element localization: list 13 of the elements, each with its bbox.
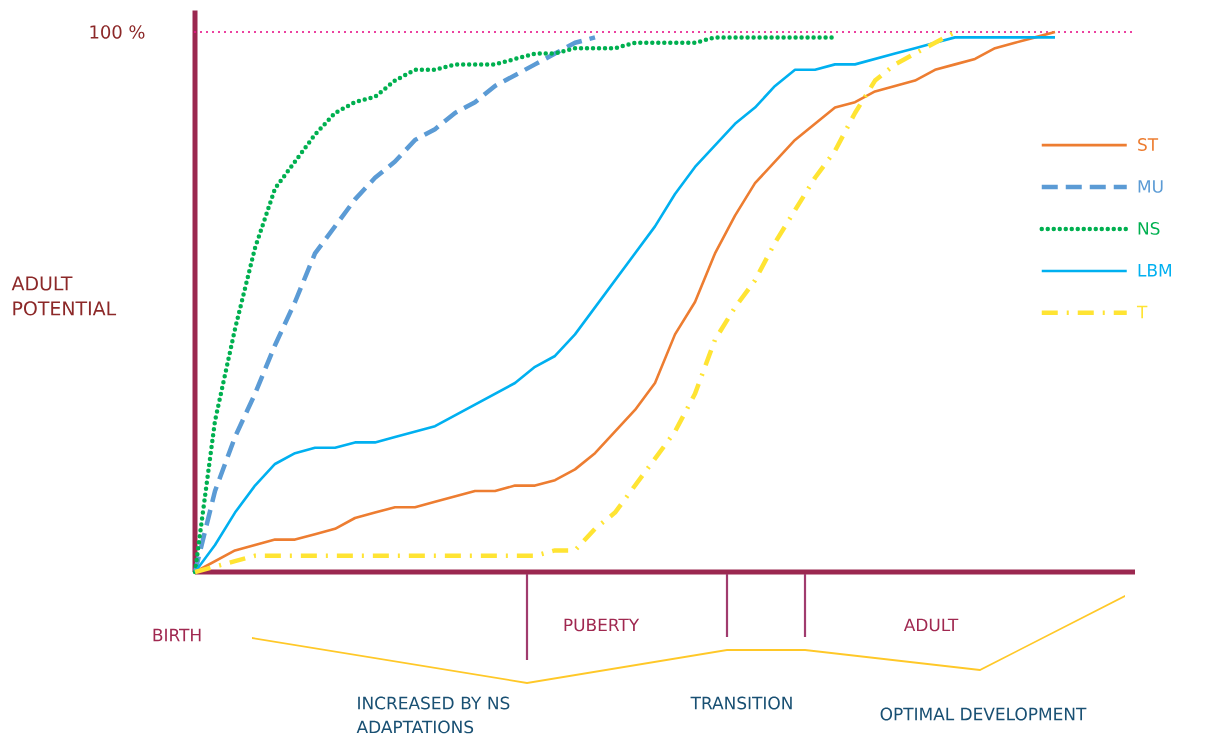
text: ST	[1138, 138, 1159, 151]
text: BIRTH	[153, 628, 201, 642]
text: PUBERTY	[564, 618, 640, 632]
ref-line-label: 100 %	[90, 25, 145, 39]
text: T	[1136, 305, 1148, 319]
text: MU	[1138, 180, 1163, 193]
y-axis-title: ADULT POTENTIAL	[11, 276, 117, 316]
text: OPTIMAL DEVELOPMENT	[880, 707, 1087, 721]
text: LBM	[1138, 264, 1171, 277]
text: NS	[1138, 221, 1160, 235]
text: INCREASED BY NS ADAPTATIONS	[356, 696, 510, 734]
text: ADULT	[903, 618, 959, 632]
text: TRANSITION	[690, 696, 792, 710]
